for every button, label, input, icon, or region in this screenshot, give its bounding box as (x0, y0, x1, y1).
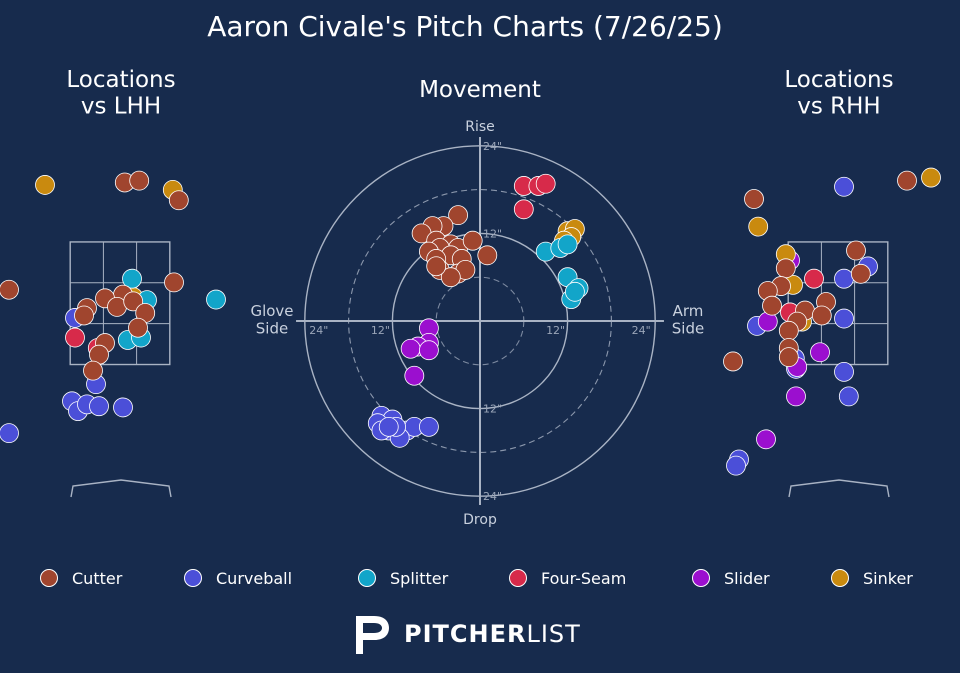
pitch-dot-cutter (426, 256, 447, 277)
pitch-dot-slider (418, 340, 439, 361)
pitch-dot-cutter (83, 360, 103, 381)
legend-swatch (831, 569, 849, 587)
pitch-dot-four-seam (804, 268, 824, 289)
movement-panel: Movement 12" 24" 12" 24" 12" 24" 12" 24" Rise Drop… (250, 77, 704, 528)
pitch-dot-cutter (811, 305, 832, 326)
pitch-dot-curveball (378, 416, 399, 437)
pitch-dot-splitter (206, 289, 226, 310)
axis-label-drop: Drop (463, 512, 497, 528)
legend-label: Sinker (863, 568, 913, 588)
pitch-dot-curveball (834, 361, 854, 382)
brand-name-bold: PITCHER (404, 620, 527, 648)
panel-title: Movement (419, 77, 541, 103)
ring-label: 12" (483, 227, 502, 240)
pitch-dot-cutter (74, 305, 94, 326)
legend-item-cutter: Cutter (40, 566, 122, 590)
pitch-dot-sinker (35, 175, 55, 195)
pitch-dot-slider (810, 342, 830, 363)
legend-label: Four-Seam (541, 568, 627, 588)
brand: PITCHER LIST (352, 612, 581, 656)
legend-item-sinker: Sinker (831, 566, 913, 590)
pitch-dot-curveball (89, 396, 109, 417)
legend-item-curveball: Curveball (184, 566, 292, 590)
home-plate (70, 479, 172, 498)
axis-label-glove-side: Glove Side (250, 302, 293, 337)
pitch-dot-curveball (838, 386, 859, 407)
panel-title: Locations vs LHH (66, 67, 175, 119)
ring-label: 24" (483, 140, 502, 153)
ring-label: 24" (632, 324, 651, 337)
legend-swatch (358, 569, 376, 587)
pitch-dot-four-seam (513, 199, 534, 220)
ring-label: 12" (546, 324, 565, 337)
pitch-dot-cutter (168, 190, 189, 211)
pitch-dot-cutter (128, 317, 148, 338)
legend-label: Curveball (216, 568, 293, 588)
legend: Cutter Curveball Splitter Four-Seam Slid… (0, 566, 960, 590)
axis-label-rise: Rise (465, 119, 495, 135)
strike-zone (69, 241, 171, 366)
pitch-dot-cutter (744, 189, 764, 209)
pitch-dot-curveball (418, 416, 439, 437)
pitch-dot-sinker (748, 216, 769, 237)
legend-label: Splitter (390, 568, 449, 588)
pitch-dot-cutter (123, 291, 144, 312)
pitch-dot-cutter (778, 347, 799, 368)
legend-item-splitter: Splitter (358, 566, 448, 590)
pitch-dot-cutter (850, 263, 871, 284)
pitch-dot-curveball (0, 423, 19, 444)
pitch-dot-curveball (834, 308, 854, 329)
pitch-dot-curveball (726, 455, 746, 476)
ring-label: 12" (483, 403, 502, 416)
legend-label: Slider (724, 568, 770, 588)
legend-swatch (509, 569, 527, 587)
pitch-dot-cutter (897, 170, 917, 191)
pitch-dot-cutter (762, 295, 782, 316)
legend-swatch (40, 569, 58, 587)
ring-label: 12" (371, 324, 390, 337)
pitch-dot-splitter (557, 234, 578, 255)
brand-name-light: LIST (526, 620, 581, 648)
pitch-dot-cutter (477, 245, 498, 266)
pitch-dot-cutter (0, 279, 19, 300)
legend-item-four-seam: Four-Seam (509, 566, 626, 590)
pitch-dot-sinker (921, 167, 941, 188)
pitch-dot-cutter (846, 240, 866, 261)
pitch-dot-cutter (462, 230, 483, 251)
pitch-dot-four-seam (535, 173, 556, 194)
pitch-dot-slider (786, 386, 806, 407)
pitch-dot-splitter (122, 268, 142, 289)
legend-item-slider: Slider (692, 566, 770, 590)
pitch-dot-curveball (834, 176, 854, 197)
locations-vs-lhh-panel: Locations vs LHH (0, 67, 226, 498)
axis-label-arm-side: Arm Side (672, 302, 704, 337)
pitch-dot-four-seam (65, 327, 85, 348)
pitch-dot-slider (404, 365, 425, 386)
page-title: Aaron Civale's Pitch Charts (7/26/25) (207, 10, 723, 43)
pitch-dot-slider (756, 429, 776, 450)
pitch-dot-cutter (164, 272, 184, 293)
ring-label: 24" (483, 490, 502, 503)
pitch-dot-cutter (129, 170, 150, 191)
pitch-dot-cutter (440, 267, 461, 288)
home-plate (788, 479, 890, 498)
pitch-dot-cutter (775, 258, 796, 279)
pitch-dot-cutter (723, 351, 743, 372)
legend-swatch (692, 569, 710, 587)
locations-vs-rhh-panel: Locations vs RHH (723, 67, 941, 498)
pitcherlist-logo-icon (356, 616, 389, 654)
legend-swatch (184, 569, 202, 587)
pitch-dot-cutter (778, 320, 799, 341)
ring-label: 24" (309, 324, 328, 337)
legend-label: Cutter (72, 568, 123, 588)
panel-title: Locations vs RHH (784, 67, 893, 119)
pitch-dot-cutter (448, 205, 469, 226)
pitch-dot-splitter (565, 281, 585, 302)
pitch-dot-slider (400, 338, 421, 359)
pitch-dot-curveball (834, 268, 854, 289)
pitch-dot-curveball (113, 397, 133, 418)
